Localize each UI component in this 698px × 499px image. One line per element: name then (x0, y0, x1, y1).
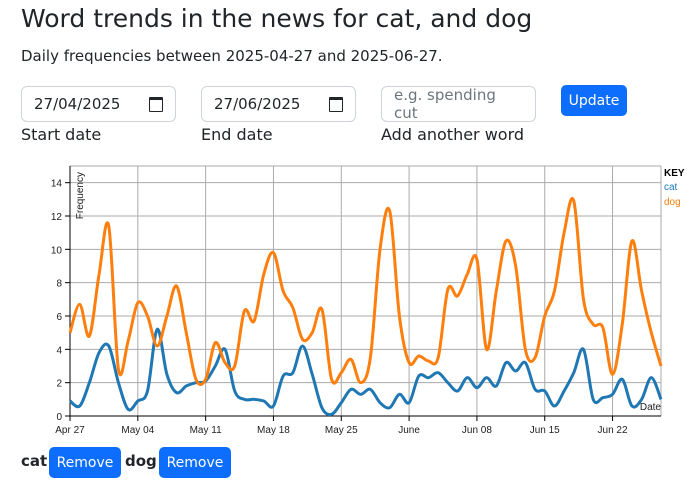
series-line-dog (68, 197, 663, 387)
x-tick-label: May 25 (325, 425, 358, 436)
subtitle: Daily frequencies between 2025-04-27 and… (21, 47, 443, 65)
calendar-icon[interactable] (149, 96, 163, 112)
y-tick-label: 0 (56, 412, 62, 423)
y-tick-label: 4 (56, 345, 62, 356)
x-tick-label: May 18 (257, 425, 290, 436)
start-date-label: Start date (21, 125, 102, 144)
remove-cat-button[interactable]: Remove (49, 447, 121, 478)
remove-dog-button[interactable]: Remove (159, 447, 231, 478)
end-date-label: End date (201, 125, 273, 144)
start-date-value: 27/04/2025 (34, 95, 121, 113)
update-button[interactable]: Update (561, 85, 627, 116)
y-tick-label: 6 (56, 312, 62, 323)
legend-dog: dog (664, 197, 681, 208)
word-chip-cat: cat (21, 452, 48, 470)
legend-cat: cat (664, 182, 678, 193)
series-line-cat (69, 327, 663, 417)
x-tick-label: Apr 27 (55, 425, 85, 436)
x-tick-label: May 11 (190, 425, 222, 436)
x-tick-label: Jun 22 (598, 425, 628, 436)
add-word-input[interactable]: e.g. spending cut (381, 86, 536, 122)
end-date-input[interactable]: 27/06/2025 (201, 86, 356, 122)
y-axis-label: Frequency (75, 172, 86, 219)
y-tick-label: 14 (51, 179, 63, 190)
calendar-icon[interactable] (329, 96, 343, 112)
y-tick-label: 12 (51, 212, 63, 223)
end-date-value: 27/06/2025 (214, 95, 301, 113)
line-chart: 0 2 4 6 8 10 12 14 Apr 27 May 04 May 11 May 18 May 2… (51, 165, 685, 436)
word-chip-dog: dog (125, 452, 157, 470)
x-tick-label: May 04 (121, 425, 154, 436)
x-tick-label: Jun 08 (462, 425, 492, 436)
y-tick-label: 10 (51, 245, 63, 256)
legend-title: KEY (664, 168, 685, 179)
y-tick-label: 8 (56, 279, 62, 290)
page-title: Word trends in the news for cat, and dog (21, 4, 533, 33)
add-word-placeholder: e.g. spending cut (394, 86, 496, 122)
add-word-label: Add another word (381, 125, 525, 144)
x-axis-label: Date (640, 402, 662, 413)
y-tick-label: 2 (56, 379, 62, 390)
start-date-input[interactable]: 27/04/2025 (21, 86, 176, 122)
x-tick-label: June (398, 425, 420, 436)
x-tick-label: Jun 15 (530, 425, 560, 436)
